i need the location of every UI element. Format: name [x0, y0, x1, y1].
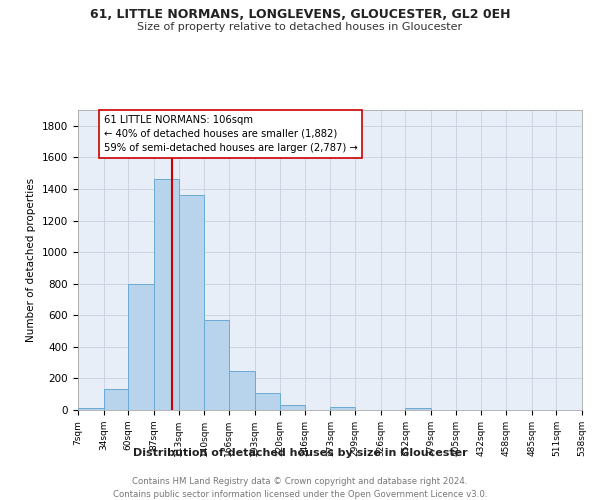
Text: Contains public sector information licensed under the Open Government Licence v3: Contains public sector information licen…	[113, 490, 487, 499]
Text: Contains HM Land Registry data © Crown copyright and database right 2024.: Contains HM Land Registry data © Crown c…	[132, 478, 468, 486]
Bar	[179, 196, 204, 410]
Bar	[406, 408, 431, 410]
Text: Distribution of detached houses by size in Gloucester: Distribution of detached houses by size …	[133, 448, 467, 458]
Text: Size of property relative to detached houses in Gloucester: Size of property relative to detached ho…	[137, 22, 463, 32]
Text: 61, LITTLE NORMANS, LONGLEVENS, GLOUCESTER, GL2 0EH: 61, LITTLE NORMANS, LONGLEVENS, GLOUCEST…	[90, 8, 510, 20]
Bar	[78, 408, 104, 410]
Bar	[204, 320, 229, 410]
Bar	[229, 370, 254, 410]
Bar	[280, 406, 305, 410]
Bar	[154, 180, 179, 410]
Bar	[128, 284, 154, 410]
Bar	[254, 394, 280, 410]
Text: 61 LITTLE NORMANS: 106sqm
← 40% of detached houses are smaller (1,882)
59% of se: 61 LITTLE NORMANS: 106sqm ← 40% of detac…	[104, 114, 358, 152]
Bar	[104, 390, 128, 410]
Bar	[331, 407, 355, 410]
Y-axis label: Number of detached properties: Number of detached properties	[26, 178, 37, 342]
